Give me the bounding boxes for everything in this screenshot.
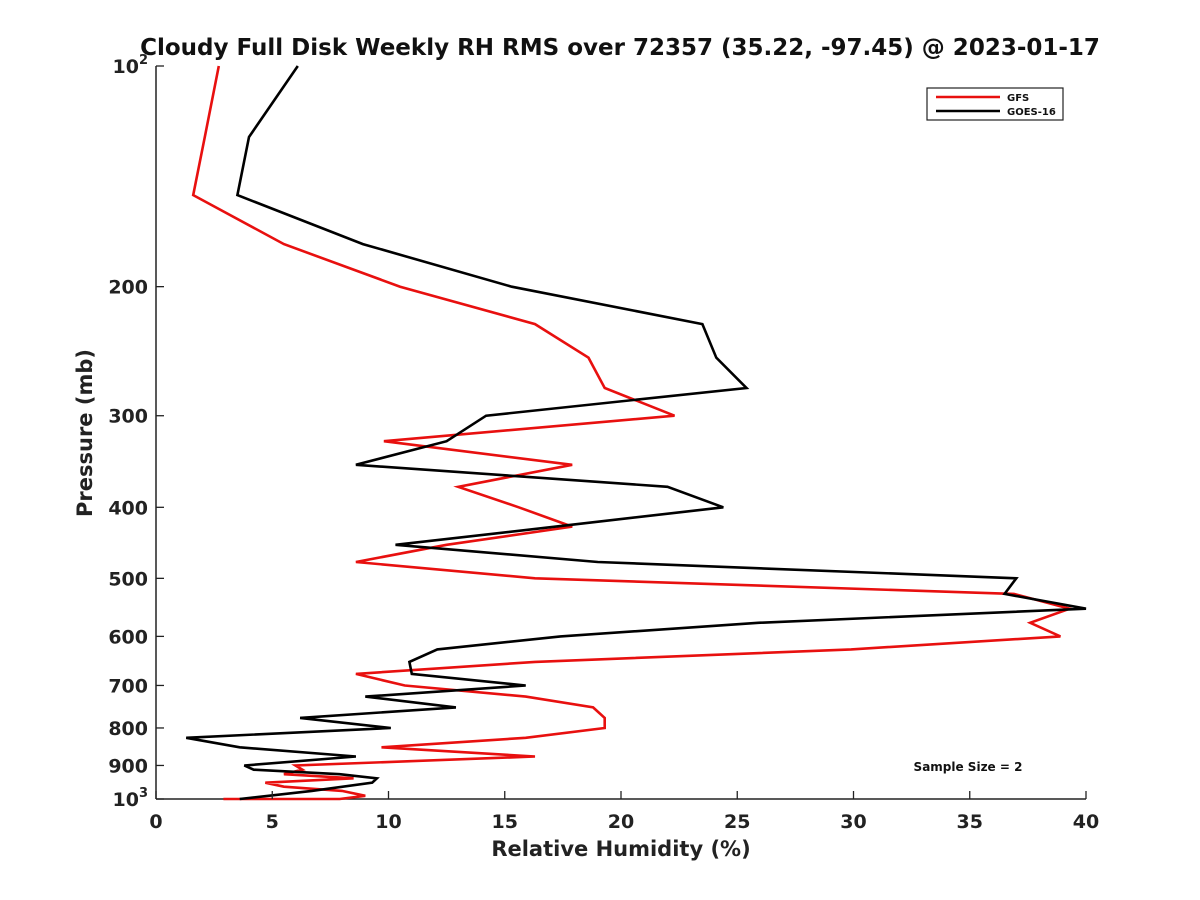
y-tick-label: 800 bbox=[108, 718, 148, 740]
y-tick-label: 300 bbox=[108, 406, 148, 428]
legend-label-goes16: GOES-16 bbox=[1007, 107, 1056, 118]
plot-frame bbox=[156, 66, 1086, 799]
y-tick-label: 500 bbox=[108, 568, 148, 590]
y-axis-ticks: 102 200 300 400 500 600 700 800 900 103 bbox=[108, 53, 164, 811]
y-tick-label: 400 bbox=[108, 497, 148, 519]
x-tick-label: 15 bbox=[492, 811, 518, 833]
x-tick-label: 5 bbox=[266, 811, 279, 833]
legend: GFS GOES-16 bbox=[926, 87, 1064, 121]
x-tick-label: 10 bbox=[375, 811, 401, 833]
x-tick-label: 35 bbox=[957, 811, 983, 833]
y-tick-label: 600 bbox=[108, 626, 148, 648]
x-axis-ticks: 0 5 10 15 20 25 30 35 40 bbox=[149, 791, 1099, 833]
x-axis-label: Relative Humidity (%) bbox=[491, 837, 750, 861]
series-line-gfs bbox=[191, 65, 1075, 801]
y-tick-label: 900 bbox=[108, 755, 148, 777]
x-tick-label: 30 bbox=[840, 811, 866, 833]
x-tick-label: 20 bbox=[608, 811, 634, 833]
series-layer bbox=[185, 65, 1087, 801]
sample-size-annotation: Sample Size = 2 bbox=[914, 760, 1023, 774]
y-axis-label: Pressure (mb) bbox=[73, 349, 97, 517]
y-tick-label: 102 bbox=[113, 53, 149, 78]
y-tick-label: 700 bbox=[108, 675, 148, 697]
legend-label-gfs: GFS bbox=[1007, 93, 1029, 104]
legend-box bbox=[926, 87, 1064, 121]
x-tick-label: 0 bbox=[149, 811, 162, 833]
y-tick-label: 200 bbox=[108, 277, 148, 299]
y-tick-label: 103 bbox=[113, 786, 149, 811]
chart-title: Cloudy Full Disk Weekly RH RMS over 7235… bbox=[140, 35, 1100, 61]
x-tick-label: 40 bbox=[1073, 811, 1099, 833]
series-line-goes16 bbox=[185, 65, 1087, 801]
x-tick-label: 25 bbox=[724, 811, 750, 833]
plot-area bbox=[155, 65, 1087, 801]
